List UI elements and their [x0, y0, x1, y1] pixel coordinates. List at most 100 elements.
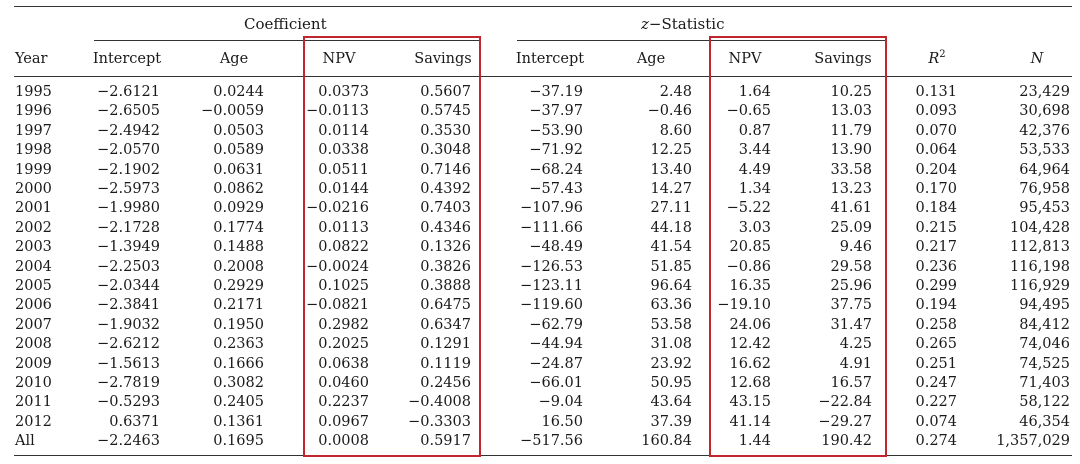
cell-npv: 0.0373 [318, 84, 369, 100]
cell-r2: 0.064 [915, 142, 957, 159]
cell-intercept: −2.1728 [97, 219, 160, 236]
cell-npv2: 1.34 [738, 181, 771, 197]
cell-npv2: 20.85 [729, 239, 771, 256]
zstatistic-group-header: z−Statistic [641, 16, 724, 32]
cell-intercept: −0.5293 [97, 394, 160, 411]
col-header-age: Age [219, 51, 249, 67]
cell-age2: 23.92 [650, 355, 692, 372]
cell-intercept: −2.1902 [97, 161, 160, 178]
cell-savings2: 13.23 [830, 181, 872, 197]
cell-savings: 0.6475 [420, 297, 471, 314]
cell-age2: 2.48 [659, 84, 692, 100]
col-header-savings: Savings [414, 51, 472, 67]
cell-age2: 43.64 [650, 394, 692, 411]
cell-r2: 0.274 [915, 433, 957, 450]
cell-npv: 0.0511 [318, 161, 369, 178]
cell-npv: 0.0113 [318, 219, 369, 236]
cell-savings2: 25.09 [830, 219, 872, 236]
cell-intercept: −2.5973 [97, 181, 160, 197]
cell-year: 1998 [15, 142, 52, 159]
cell-age: 0.1695 [213, 433, 264, 450]
cell-intercept2: −37.19 [529, 84, 583, 100]
cell-npv: −0.0216 [306, 200, 369, 217]
cell-intercept2: 16.50 [541, 413, 583, 430]
cell-savings: −0.3303 [408, 413, 471, 430]
cell-intercept2: −517.56 [520, 433, 583, 450]
cell-n: 116,198 [1010, 258, 1070, 275]
bottom-rule [14, 455, 1072, 456]
cell-npv: −0.0113 [306, 103, 369, 120]
cell-age: −0.0059 [201, 103, 264, 120]
cell-age2: 63.36 [650, 297, 692, 314]
cell-intercept: −2.6212 [97, 336, 160, 353]
cell-savings2: 4.91 [839, 355, 872, 372]
cell-age2: 37.39 [650, 413, 692, 430]
cell-r2: 0.227 [915, 394, 957, 411]
cell-savings: −0.4008 [408, 394, 471, 411]
cell-age: 0.1950 [213, 316, 264, 333]
cell-npv: 0.0338 [318, 142, 369, 159]
cell-n: 46,354 [1019, 413, 1070, 430]
cell-age2: 14.27 [650, 181, 692, 197]
cell-age: 0.2008 [213, 258, 264, 275]
cell-r2: 0.251 [915, 355, 957, 372]
cell-age: 0.0929 [213, 200, 264, 217]
cell-r2: 0.299 [915, 278, 957, 294]
cell-age2: 12.25 [650, 142, 692, 159]
header-rule [14, 76, 1072, 77]
cell-intercept2: −37.97 [529, 103, 583, 120]
cell-npv: 0.1025 [318, 278, 369, 294]
cell-n: 104,428 [1010, 219, 1070, 236]
cell-age: 0.2405 [213, 394, 264, 411]
cell-savings: 0.3826 [420, 258, 471, 275]
cell-savings: 0.3048 [420, 142, 471, 159]
cell-intercept: −1.3949 [97, 239, 160, 256]
cell-r2: 0.170 [915, 181, 957, 197]
cell-savings2: 33.58 [830, 161, 872, 178]
cell-intercept: −2.7819 [97, 375, 160, 391]
cell-npv2: 24.06 [729, 316, 771, 333]
cell-npv2: 0.87 [738, 122, 771, 139]
cell-r2: 0.217 [915, 239, 957, 256]
cell-npv2: −0.65 [726, 103, 771, 120]
cell-n: 76,958 [1019, 181, 1070, 197]
cell-intercept: −2.3841 [97, 297, 160, 314]
r-squared-base: R [928, 51, 940, 67]
cell-savings2: 31.47 [830, 316, 872, 333]
cell-n: 74,525 [1019, 355, 1070, 372]
cell-intercept2: −111.66 [520, 219, 583, 236]
coefficient-group-header: Coefficient [244, 15, 327, 33]
col-header-z-savings: Savings [814, 51, 872, 67]
cell-intercept2: −53.90 [529, 122, 583, 139]
cell-age: 0.0589 [213, 142, 264, 159]
cell-n: 94,495 [1019, 297, 1070, 314]
cell-r2: 0.184 [915, 200, 957, 217]
cell-n: 1,357,029 [996, 433, 1070, 450]
coefficient-group-rule [94, 40, 479, 41]
cell-intercept: −2.2503 [97, 258, 160, 275]
cell-intercept2: −57.43 [529, 181, 583, 197]
cell-intercept2: −24.87 [529, 355, 583, 372]
cell-age: 0.0244 [213, 84, 264, 100]
cell-age: 0.2929 [213, 278, 264, 294]
cell-age: 0.0862 [213, 181, 264, 197]
cell-savings2: −22.84 [818, 394, 872, 411]
cell-savings2: 41.61 [830, 200, 872, 217]
cell-npv: 0.0967 [318, 413, 369, 430]
cell-age2: 31.08 [650, 336, 692, 353]
cell-savings: 0.5917 [420, 433, 471, 450]
cell-intercept: −1.9980 [97, 200, 160, 217]
cell-intercept: −2.6505 [97, 103, 160, 120]
cell-year: 2005 [15, 278, 52, 294]
cell-year: 1997 [15, 122, 52, 139]
cell-npv: 0.2237 [318, 394, 369, 411]
cell-year: 2001 [15, 200, 52, 217]
col-header-n-text: N [1030, 51, 1044, 67]
cell-r2: 0.070 [915, 122, 957, 139]
top-rule [14, 6, 1072, 7]
cell-intercept2: −126.53 [520, 258, 583, 275]
cell-year: 2008 [15, 336, 52, 353]
cell-npv2: 1.44 [738, 433, 771, 450]
cell-age2: 44.18 [650, 219, 692, 236]
cell-savings: 0.1119 [420, 355, 471, 372]
